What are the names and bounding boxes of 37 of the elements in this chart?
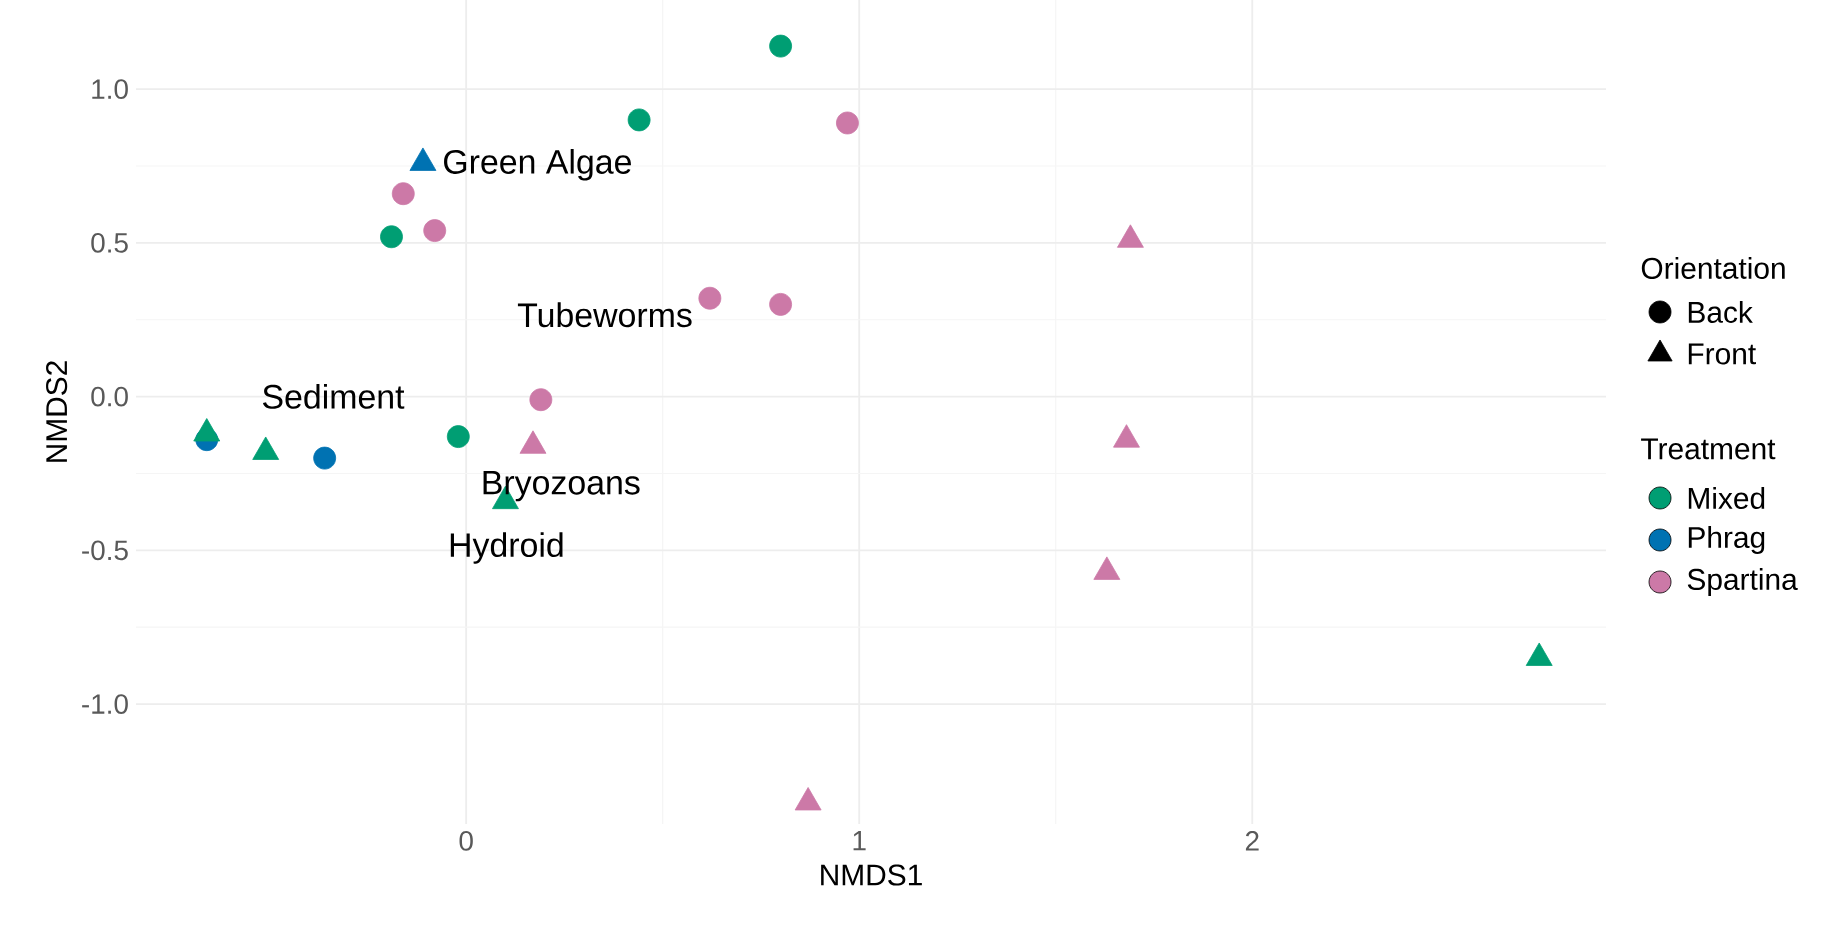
point <box>1525 642 1553 666</box>
point <box>391 182 415 206</box>
text: Back <box>1688 301 1753 323</box>
x-tick-label: 2 <box>1245 831 1259 851</box>
y-tick-label: -1.0 <box>82 694 128 714</box>
y-tick-label: 0.5 <box>91 232 128 253</box>
point <box>380 225 403 249</box>
legend-label: Spartina <box>1687 568 1798 596</box>
annotation: Sediment <box>262 383 405 409</box>
annotation: Tubeworms <box>517 302 692 328</box>
legend-title: Treatment <box>1641 438 1776 460</box>
point <box>769 292 793 316</box>
annotation: Bryozoans <box>483 471 640 502</box>
point <box>252 436 280 460</box>
point <box>627 108 651 132</box>
annotation: Hydroid <box>450 532 563 564</box>
point <box>794 787 822 811</box>
x-tick-label: 1 <box>853 831 866 851</box>
y-tick-label: 1.0 <box>92 79 128 100</box>
x-axis-title: NMDS1 <box>821 864 922 886</box>
point <box>836 111 859 135</box>
point <box>698 286 722 310</box>
y-axis-title: NMDS2 <box>46 361 68 462</box>
text: Orientation <box>1641 257 1785 279</box>
point <box>769 34 793 58</box>
legend-label: Phrag <box>1688 526 1765 554</box>
x-tick-label: 0 <box>459 831 473 851</box>
point <box>1093 556 1121 580</box>
text: Front <box>1688 343 1756 365</box>
point <box>519 430 547 454</box>
point <box>423 219 447 242</box>
y-tick-label: -0.5 <box>82 540 128 561</box>
annotation: Green Algae <box>444 149 631 181</box>
point <box>1113 424 1140 448</box>
legend-label: Mixed <box>1688 487 1765 509</box>
point <box>193 418 221 442</box>
y-tick-label: 0.0 <box>91 386 128 407</box>
